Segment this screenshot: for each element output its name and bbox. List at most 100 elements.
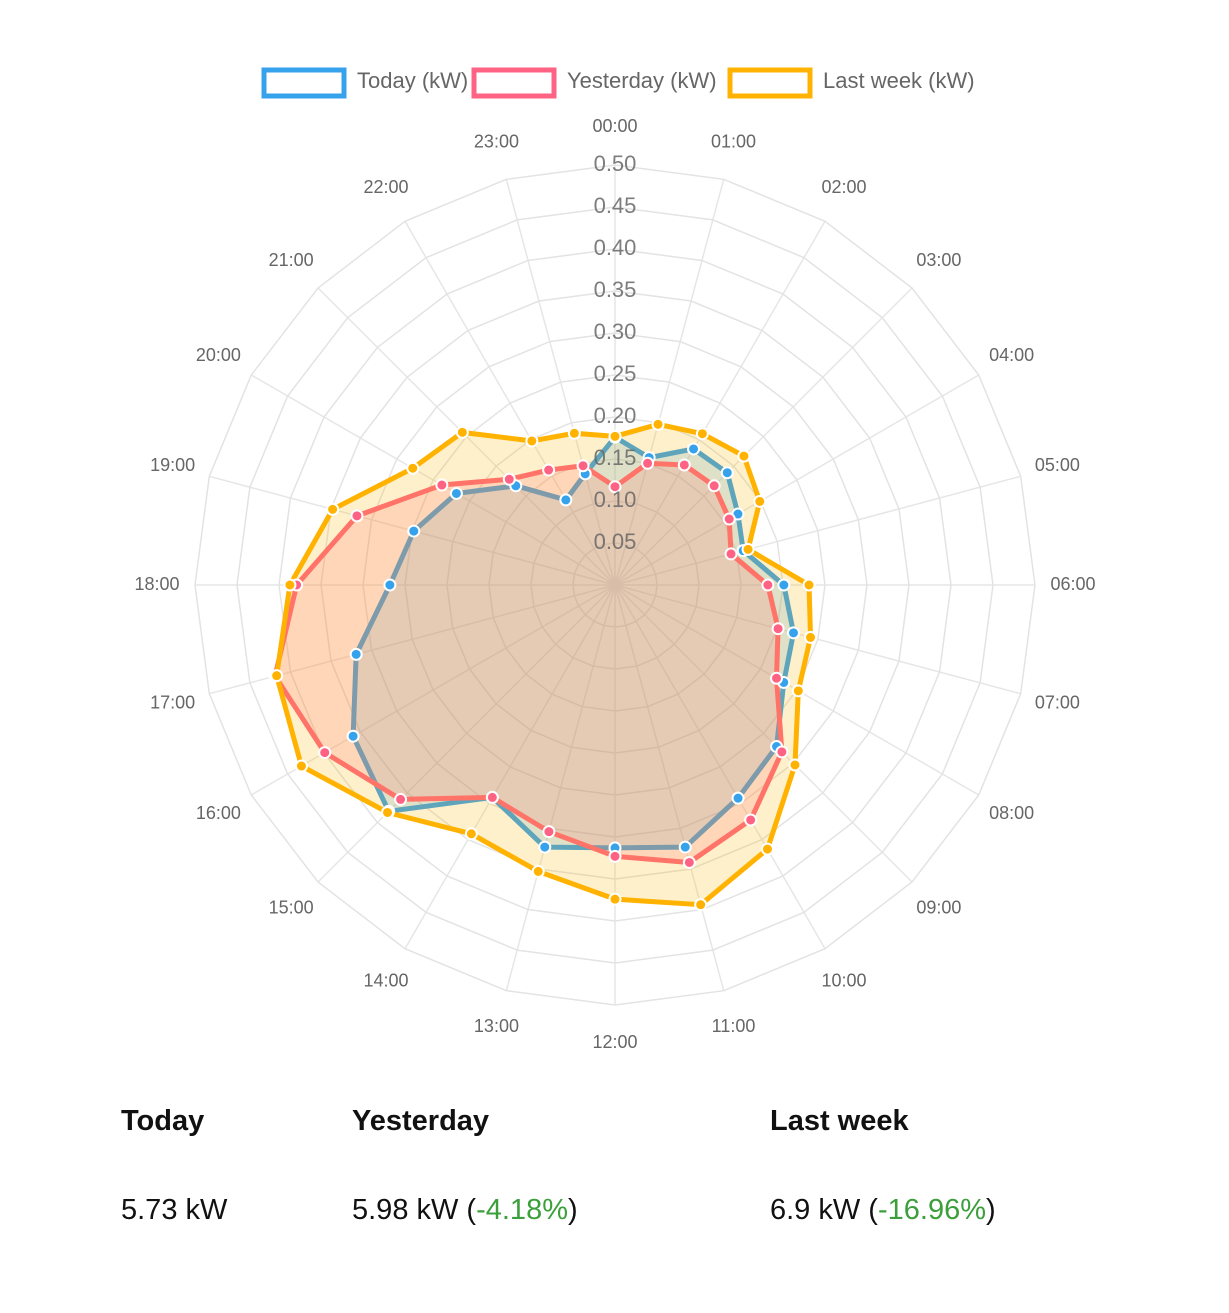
- data-point: [538, 840, 552, 854]
- stats: Today 5.73 kW Yesterday 5.98 kW (-4.18%) Las…: [0, 1090, 1229, 1250]
- data-point: [775, 745, 789, 759]
- angle-label: 23:00: [474, 131, 519, 151]
- data-point: [455, 425, 469, 439]
- legend-swatch: [261, 67, 347, 99]
- data-point: [502, 472, 516, 486]
- data-point: [525, 434, 539, 448]
- stat-label: Last week: [770, 1105, 909, 1137]
- legend-label: Today (kW): [357, 68, 468, 93]
- data-point: [608, 429, 622, 443]
- data-point: [724, 547, 738, 561]
- r-tick-label: 0.35: [594, 277, 637, 302]
- angle-label: 21:00: [269, 250, 314, 270]
- grid-line: [530, 500, 700, 670]
- r-tick-label: 0.50: [594, 151, 637, 176]
- stat-text: ): [567, 1194, 578, 1226]
- stat: Today 5.73 kW: [121, 1090, 227, 1227]
- data-point: [694, 898, 708, 912]
- angle-label: 02:00: [821, 177, 866, 197]
- data-point: [720, 466, 734, 480]
- data-point: [760, 842, 774, 856]
- data-point: [542, 825, 556, 839]
- stat: Last week 6.9 kW (-16.96%): [770, 1090, 996, 1227]
- data-point: [608, 892, 622, 906]
- data-point: [651, 417, 665, 431]
- stat-label: Today: [121, 1105, 205, 1137]
- r-tick-label: 0.20: [594, 403, 637, 428]
- data-point: [381, 805, 395, 819]
- stat-text: 6.9 kW (: [770, 1194, 878, 1226]
- angle-label: 06:00: [1050, 574, 1095, 594]
- angle-label: 03:00: [916, 250, 961, 270]
- legend-swatch: [727, 67, 813, 99]
- data-point: [804, 630, 818, 644]
- data-point: [567, 426, 581, 440]
- data-point: [383, 578, 397, 592]
- data-point: [559, 493, 573, 507]
- data-point: [350, 509, 364, 523]
- stat-text: 5.73 kW: [121, 1194, 228, 1226]
- data-point: [294, 759, 308, 773]
- angle-label: 11:00: [712, 1016, 756, 1036]
- data-point: [802, 578, 816, 592]
- data-point: [761, 578, 775, 592]
- r-tick-label: 0.40: [594, 235, 637, 260]
- data-point: [791, 684, 805, 698]
- data-point: [576, 459, 590, 473]
- data-point: [722, 512, 736, 526]
- angle-label: 17:00: [150, 692, 195, 712]
- data-point: [283, 578, 297, 592]
- angle-label: 09:00: [916, 898, 961, 918]
- stat-label: Yesterday: [352, 1105, 490, 1137]
- data-point: [406, 461, 420, 475]
- angle-label: 01:00: [711, 131, 756, 151]
- data-point: [788, 758, 802, 772]
- data-point: [777, 578, 791, 592]
- data-point: [349, 647, 363, 661]
- data-point: [608, 480, 622, 494]
- data-point: [753, 494, 767, 508]
- data-point: [737, 449, 751, 463]
- data-point: [677, 458, 691, 472]
- angle-label: 22:00: [363, 177, 408, 197]
- data-point: [641, 456, 655, 470]
- data-point: [771, 622, 785, 636]
- data-point: [744, 813, 758, 827]
- angle-label: 07:00: [1035, 692, 1080, 712]
- grid-line: [320, 290, 910, 880]
- stat-value: 5.73 kW: [121, 1194, 227, 1227]
- stat-text: ): [985, 1194, 996, 1226]
- angle-label: 20:00: [196, 345, 241, 365]
- angle-label: 19:00: [150, 455, 195, 475]
- data-point: [318, 746, 332, 760]
- data-point: [346, 729, 360, 743]
- grid-line: [572, 542, 658, 628]
- angle-label: 04:00: [989, 345, 1034, 365]
- data-point: [787, 626, 801, 640]
- angle-label: 16:00: [196, 803, 241, 823]
- data-point: [695, 427, 709, 441]
- angle-label: 00:00: [592, 116, 637, 136]
- data-point: [464, 827, 478, 841]
- data-point: [608, 849, 622, 863]
- r-tick-label: 0.30: [594, 319, 637, 344]
- data-point: [449, 486, 463, 500]
- data-point: [270, 669, 284, 683]
- stat: Yesterday 5.98 kW (-4.18%): [352, 1090, 578, 1227]
- data-point: [741, 542, 755, 556]
- data-point: [485, 790, 499, 804]
- stat-value: 6.9 kW (-16.96%): [770, 1194, 996, 1227]
- angle-label: 05:00: [1035, 455, 1080, 475]
- legend-label: Yesterday (kW): [567, 68, 717, 93]
- grid-line: [404, 374, 826, 796]
- data-point: [731, 791, 745, 805]
- data-point: [531, 864, 545, 878]
- angle-label: 15:00: [269, 898, 314, 918]
- radar-chart: 00:00 01:00 02:00 03:00 04:00 05:00 06:00 07:00…: [134, 67, 1096, 1052]
- data-point: [542, 463, 556, 477]
- stat-change: -16.96%: [877, 1194, 986, 1226]
- angle-label: 14:00: [363, 970, 408, 990]
- angle-label: 18:00: [134, 574, 179, 594]
- angle-label: 08:00: [989, 803, 1034, 823]
- data-point: [769, 671, 783, 685]
